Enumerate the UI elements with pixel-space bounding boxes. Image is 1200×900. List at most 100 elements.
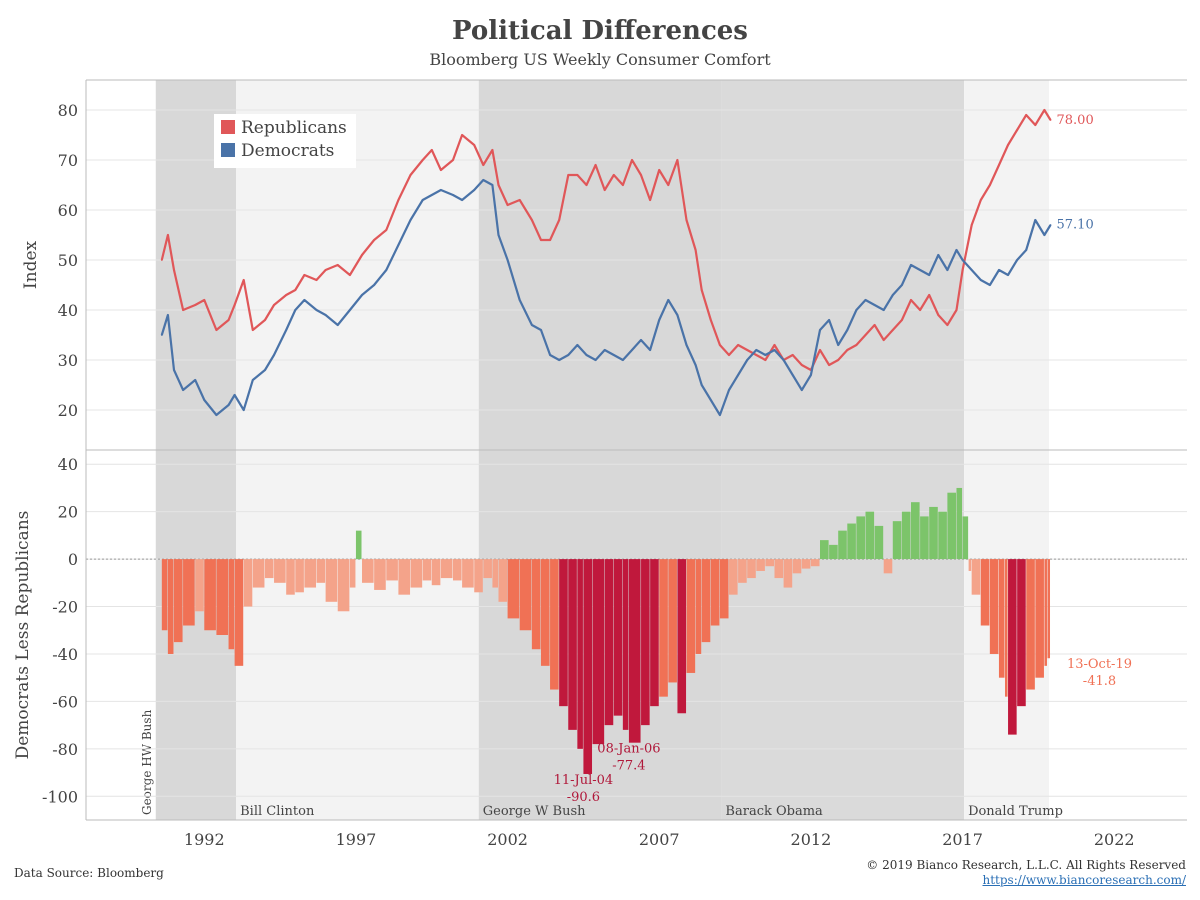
data-point (810, 374, 812, 376)
difference-bar (710, 559, 720, 626)
data-point (819, 349, 821, 351)
data-point (621, 359, 624, 361)
y-tick-label: 40 (58, 455, 78, 474)
data-point (746, 349, 749, 351)
end-label: 78.00 (1057, 113, 1094, 128)
data-point (864, 334, 867, 336)
y-tick-label: -40 (52, 645, 78, 664)
data-point (1043, 109, 1046, 111)
difference-bar (316, 559, 326, 583)
difference-bar (453, 559, 462, 581)
difference-bar (234, 559, 244, 666)
data-point (242, 409, 245, 411)
data-point (558, 359, 561, 361)
data-point (819, 329, 821, 331)
data-point (728, 354, 730, 356)
data-point (273, 354, 275, 356)
data-point (324, 269, 327, 271)
data-point (937, 314, 940, 316)
difference-bar (550, 559, 559, 690)
difference-bar (431, 559, 441, 586)
data-point (676, 314, 679, 316)
difference-bar (349, 559, 356, 588)
data-point (251, 329, 254, 331)
data-point (1034, 124, 1037, 126)
difference-bar (1017, 559, 1026, 707)
difference-bar (792, 559, 802, 574)
data-point (430, 149, 433, 151)
difference-bar (410, 559, 423, 588)
data-point (273, 304, 275, 306)
difference-bar (440, 559, 453, 579)
difference-bar (173, 559, 183, 643)
data-point (955, 309, 958, 311)
data-point (203, 399, 206, 401)
data-point (439, 189, 442, 191)
difference-bar (583, 559, 593, 774)
data-point (348, 309, 351, 311)
chart-subtitle: Bloomberg US Weekly Consumer Comfort (429, 50, 771, 69)
difference-bar (719, 559, 729, 619)
difference-bar (492, 559, 498, 588)
data-point (452, 194, 454, 196)
difference-bar (838, 530, 847, 560)
difference-bar (971, 559, 981, 595)
data-point (1049, 119, 1052, 121)
difference-bar (622, 559, 629, 730)
data-point (855, 309, 858, 311)
data-point (631, 159, 633, 161)
data-point (233, 394, 236, 396)
difference-bar (801, 559, 811, 569)
difference-bar (686, 559, 696, 673)
data-point (719, 414, 721, 416)
difference-bar (892, 521, 902, 560)
data-point (303, 299, 306, 301)
data-point (694, 249, 697, 251)
legend-box (214, 114, 356, 168)
difference-bar (783, 559, 793, 588)
data-point (649, 199, 652, 201)
difference-bar (613, 559, 623, 716)
difference-bar (747, 559, 756, 579)
difference-bar (874, 525, 884, 560)
difference-bar (641, 559, 650, 726)
data-point (264, 369, 266, 371)
band-label: Barack Obama (725, 804, 823, 819)
website-link[interactable]: https://www.biancoresearch.com/ (982, 873, 1186, 887)
difference-bar (252, 559, 265, 588)
y-tick-label: -60 (52, 692, 78, 711)
data-point (373, 284, 376, 286)
band-label: George W Bush (483, 804, 586, 819)
end-label: 57.10 (1057, 218, 1094, 233)
y-tick-label: 20 (58, 503, 78, 522)
data-point (755, 354, 758, 356)
difference-bar (304, 559, 317, 588)
data-point (998, 164, 1000, 166)
data-point (549, 354, 551, 356)
data-point (506, 204, 509, 206)
data-point (961, 269, 964, 271)
data-point (928, 274, 931, 276)
data-point (603, 189, 606, 191)
difference-bar (422, 559, 432, 581)
data-point (1049, 224, 1052, 226)
data-point (518, 199, 521, 201)
y-axis-title-bottom: Democrats Less Republicans (13, 511, 33, 760)
difference-bar (962, 516, 969, 560)
data-point (215, 329, 218, 331)
x-tick-label: 1992 (184, 830, 225, 849)
difference-bar (820, 540, 829, 560)
data-point (640, 174, 642, 176)
legend: Republicans Democrats (214, 114, 356, 168)
data-point (919, 269, 921, 271)
annotation-value: -90.6 (567, 790, 600, 805)
data-point (585, 354, 588, 356)
data-point (685, 344, 688, 346)
difference-bar (337, 559, 350, 612)
x-tick-label: 1997 (336, 830, 377, 849)
data-point (900, 284, 903, 286)
data-point (385, 269, 388, 271)
data-point (558, 219, 561, 221)
data-point (385, 229, 388, 231)
difference-bar (577, 559, 583, 749)
